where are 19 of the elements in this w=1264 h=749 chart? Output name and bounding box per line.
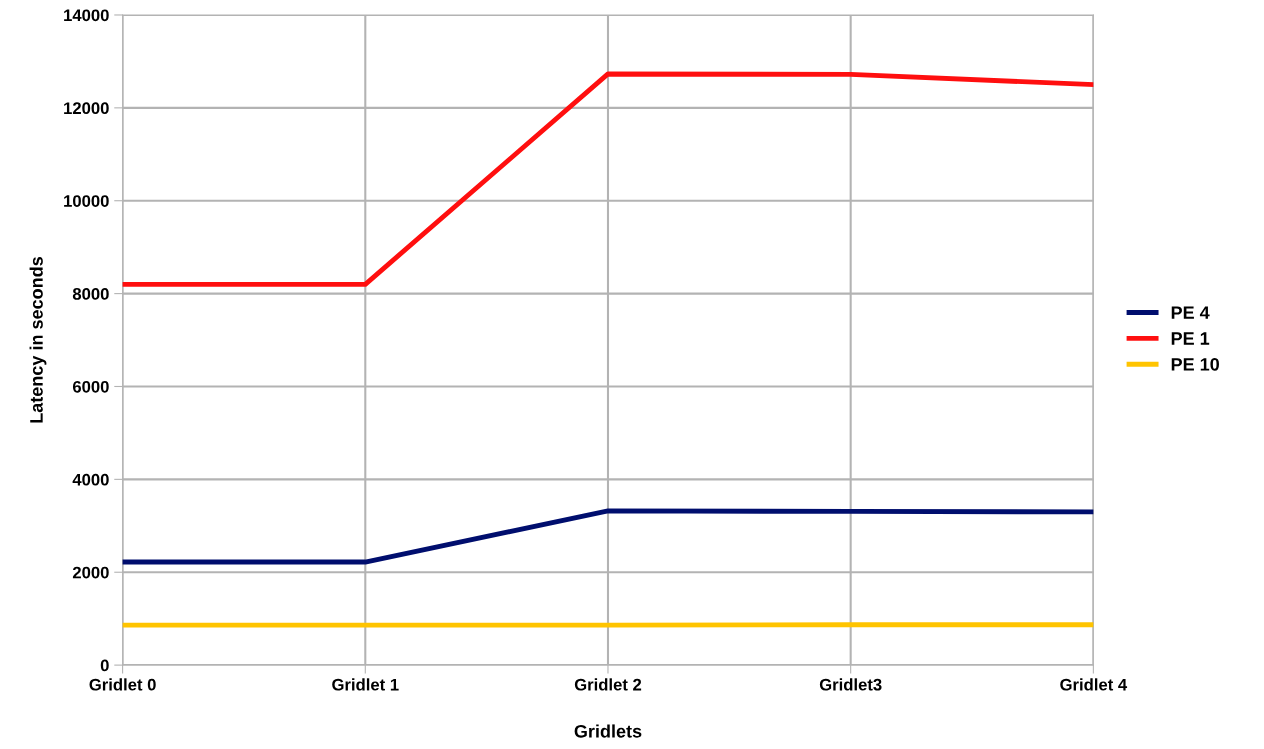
legend-label: PE 4: [1171, 306, 1210, 319]
x-tick-label: Gridlet3: [819, 678, 882, 691]
y-tick-label: 0: [100, 659, 109, 672]
y-axis-title: Latency in seconds: [29, 256, 47, 423]
x-tick-label: Gridlet 4: [1060, 678, 1128, 691]
legend-label: PE 10: [1171, 357, 1219, 371]
y-tick-label: 8000: [72, 288, 109, 300]
legend-label: PE 1: [1171, 332, 1210, 345]
y-tick-label: 4000: [72, 473, 109, 486]
y-tick-label: 10000: [64, 195, 109, 207]
x-tick-label: Gridlet 2: [574, 678, 642, 691]
y-tick-label: 2000: [72, 566, 109, 579]
x-axis-title: Gridlets: [574, 724, 642, 738]
y-tick-label: 12000: [64, 102, 109, 115]
x-tick-label: Gridlet 1: [332, 678, 399, 691]
x-tick-label: Gridlet 0: [89, 678, 156, 691]
y-tick-label: 6000: [72, 380, 109, 393]
line-series: [122, 508, 1094, 565]
y-tick-label: 14000: [64, 9, 109, 22]
